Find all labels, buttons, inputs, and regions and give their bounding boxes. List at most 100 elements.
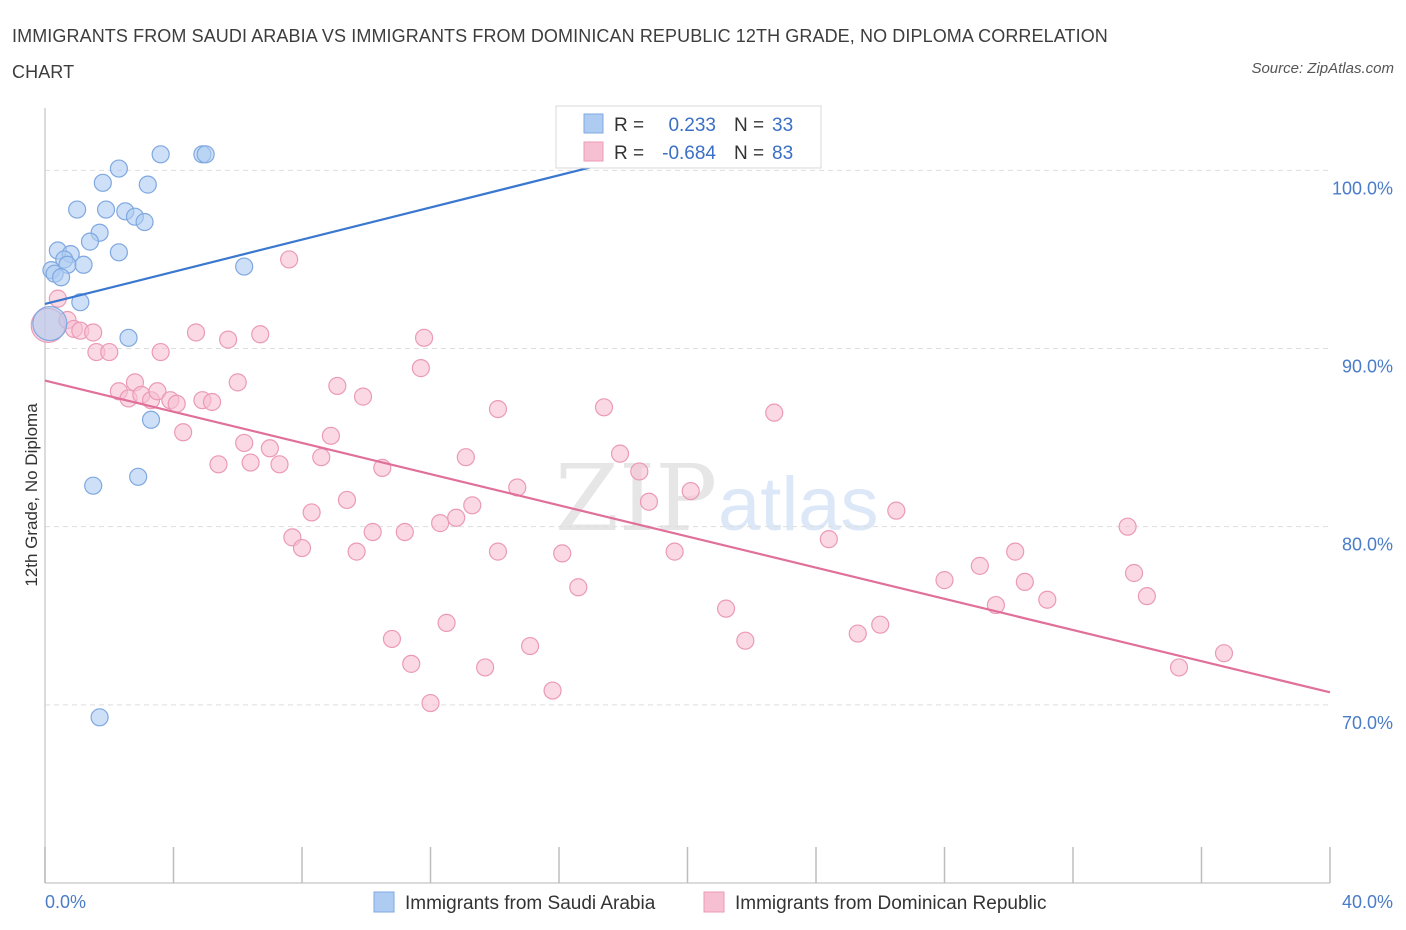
dominican-republic-point-35 xyxy=(328,376,347,396)
saudi-arabia-point-0 xyxy=(151,145,170,164)
dominican-republic-point-17 xyxy=(174,423,193,442)
y-tick-label-3: 70.0% xyxy=(1342,713,1393,733)
x-tick-label-1: 40.0% xyxy=(1342,892,1393,912)
dominican-republic-point-66 xyxy=(716,599,736,618)
saudi-arabia-point-19 xyxy=(74,255,93,274)
series-legend-label-blue: Immigrants from Saudi Arabia xyxy=(405,893,656,914)
dominican-republic-point-22 xyxy=(219,330,238,349)
legend-r-value-pink: -0.684 xyxy=(662,143,716,164)
y-tick-label-0: 100.0% xyxy=(1332,178,1393,198)
dominican-republic-point-32 xyxy=(302,503,321,522)
dominican-republic-point-80 xyxy=(1124,563,1144,583)
dominican-republic-point-50 xyxy=(463,496,482,515)
dominican-republic-point-41 xyxy=(382,629,402,649)
dominican-republic-point-76 xyxy=(1006,542,1025,561)
legend-r-label-blue: R = xyxy=(614,115,644,136)
dominican-republic-point-70 xyxy=(848,624,867,643)
saudi-arabia-point-6 xyxy=(138,175,157,194)
dominican-republic-point-61 xyxy=(610,444,630,463)
dominican-republic-point-46 xyxy=(421,693,440,713)
dominican-republic-point-21 xyxy=(209,455,228,474)
dominican-republic-point-7 xyxy=(100,342,119,362)
dominican-republic-point-14 xyxy=(151,342,170,362)
series-legend: Immigrants from Saudi Arabia Immigrants … xyxy=(373,891,1047,914)
saudi-arabia-point-2 xyxy=(196,145,215,164)
dominican-republic-point-31 xyxy=(292,538,312,558)
dominican-republic-point-59 xyxy=(569,578,588,597)
dominican-republic-point-57 xyxy=(543,681,562,700)
dominican-republic-point-39 xyxy=(363,522,382,542)
saudi-arabia-point-27 xyxy=(141,410,161,429)
dominican-republic-point-58 xyxy=(553,544,572,563)
y-tick-label-2: 80.0% xyxy=(1342,535,1393,555)
dominican-republic-point-16 xyxy=(167,394,186,413)
dominican-republic-point-65 xyxy=(681,481,700,501)
dominican-republic-trend-line xyxy=(44,379,1331,694)
dominican-republic-point-63 xyxy=(639,492,659,511)
saudi-arabia-point-8 xyxy=(96,200,116,219)
dominican-republic-point-43 xyxy=(402,654,421,673)
dominican-republic-point-24 xyxy=(235,433,254,453)
x-tick-labels: 0.0% 40.0% xyxy=(45,892,1393,912)
dominican-republic-point-5 xyxy=(84,323,103,342)
legend-swatch-blue xyxy=(583,113,604,134)
dominican-republic-point-33 xyxy=(312,448,331,467)
dominican-republic-point-45 xyxy=(414,328,434,347)
dominican-republic-point-62 xyxy=(630,462,649,481)
dominican-republic-point-47 xyxy=(431,514,450,533)
dominican-republic-point-23 xyxy=(228,373,247,392)
dominican-republic-point-34 xyxy=(321,426,341,445)
dominican-republic-point-13 xyxy=(148,382,167,401)
dominican-republic-point-38 xyxy=(353,387,373,406)
dominican-republic-point-52 xyxy=(476,658,495,677)
series-legend-swatch-pink xyxy=(703,891,725,913)
dominican-republic-point-83 xyxy=(1214,644,1234,663)
dominican-republic-point-37 xyxy=(347,542,366,561)
dominican-republic-point-42 xyxy=(395,522,414,542)
saudi-arabia-point-25 xyxy=(32,305,68,342)
watermark-atlas: atlas xyxy=(718,462,879,547)
x-tick-label-0: 0.0% xyxy=(45,892,86,912)
dominican-republic-point-53 xyxy=(488,542,508,561)
dominican-republic-point-71 xyxy=(871,615,890,634)
saudi-arabia-point-26 xyxy=(119,328,138,347)
dominican-republic-point-77 xyxy=(1015,572,1034,592)
chart-title: IMMIGRANTS FROM SAUDI ARABIA VS IMMIGRAN… xyxy=(12,26,1108,82)
dominican-republic-point-81 xyxy=(1137,587,1156,606)
source-credit: Source: ZipAtlas.com xyxy=(1251,60,1394,77)
dominican-republic-point-78 xyxy=(1038,590,1057,609)
dominican-republic-point-20 xyxy=(202,392,222,412)
dominican-republic-point-18 xyxy=(186,323,206,342)
saudi-arabia-point-24 xyxy=(71,293,90,312)
dominican-republic-point-67 xyxy=(736,631,755,650)
dominican-republic-point-82 xyxy=(1169,658,1189,677)
dominican-republic-point-54 xyxy=(488,399,508,419)
dominican-republic-point-25 xyxy=(241,453,260,472)
dominican-republic-point-26 xyxy=(251,325,270,344)
dominican-republic-point-27 xyxy=(260,439,279,458)
legend-swatch-pink xyxy=(583,141,604,162)
correlation-legend: R = 0.233 N = 33 R = -0.684 N = 83 xyxy=(555,105,822,169)
dominican-republic-point-74 xyxy=(970,556,989,575)
legend-r-value-blue: 0.233 xyxy=(668,115,716,136)
saudi-arabia-point-30 xyxy=(90,708,109,727)
legend-n-value-blue: 33 xyxy=(772,115,793,136)
dominican-republic-point-79 xyxy=(1118,517,1137,536)
saudi-arabia-point-16 xyxy=(109,243,128,262)
y-tick-label-1: 90.0% xyxy=(1342,357,1393,377)
trend-lines xyxy=(44,162,1331,694)
saudi-arabia-point-7 xyxy=(68,200,87,219)
saudi-arabia-point-4 xyxy=(109,159,128,178)
dominican-republic-point-73 xyxy=(935,571,954,590)
saudi-arabia-trend-line xyxy=(44,162,608,306)
saudi-arabia-point-28 xyxy=(84,476,103,495)
y-axis-label: 12th Grade, No Diploma xyxy=(22,403,41,587)
saudi-arabia-point-29 xyxy=(129,467,148,486)
dominican-republic-point-68 xyxy=(765,403,784,422)
y-tick-labels: 100.0% 90.0% 80.0% 70.0% xyxy=(1332,178,1393,732)
dominican-republic-point-69 xyxy=(819,530,838,549)
dominican-republic-point-48 xyxy=(437,613,456,632)
saudi-arabia-point-13 xyxy=(80,232,100,251)
series-legend-swatch-blue xyxy=(373,891,395,913)
